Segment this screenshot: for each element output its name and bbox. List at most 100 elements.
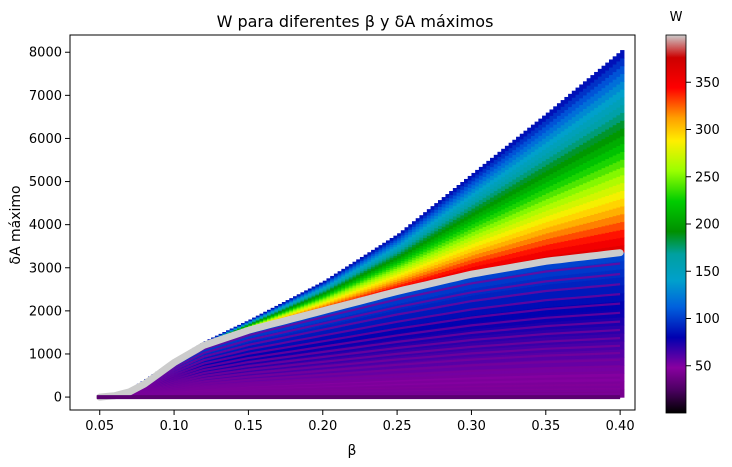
lower-region-cell: [404, 295, 409, 303]
upper-band-cell: [464, 234, 469, 240]
upper-band-cell: [512, 227, 517, 234]
lower-region-cell: [300, 330, 305, 336]
lower-region-cell: [240, 354, 246, 359]
upper-band-cell: [367, 257, 372, 261]
upper-band-cell: [497, 260, 502, 266]
upper-band-cell: [333, 280, 339, 283]
lower-region-cell: [486, 369, 491, 377]
plot-area: [96, 50, 625, 401]
upper-band-cell: [311, 306, 316, 309]
upper-band-cell: [423, 229, 428, 233]
lower-region-cell: [504, 304, 510, 312]
upper-band-cell: [400, 278, 406, 282]
upper-band-cell: [326, 281, 331, 284]
upper-band-cell: [281, 310, 287, 312]
lower-region-cell: [501, 382, 506, 391]
upper-band-cell: [352, 266, 357, 269]
upper-band-cell: [516, 251, 521, 258]
upper-band-cell: [490, 227, 495, 233]
lower-region-cell: [218, 356, 224, 360]
upper-band-cell: [374, 289, 380, 293]
lower-region-cell: [278, 347, 283, 353]
lower-region-cell: [467, 275, 473, 283]
lower-region-cell: [337, 377, 342, 383]
upper-band-cell: [233, 326, 238, 328]
upper-band-cell: [449, 191, 454, 196]
lower-region-cell: [475, 307, 480, 316]
upper-band-cell: [426, 249, 432, 254]
lower-region-cell: [504, 268, 510, 277]
upper-band-cell: [352, 280, 357, 284]
lower-region-cell: [478, 369, 484, 377]
upper-band-cell: [337, 272, 342, 275]
upper-band-cell: [404, 244, 409, 248]
upper-band-cell: [441, 255, 447, 260]
lower-region-cell: [211, 354, 216, 359]
upper-band-cell: [404, 239, 409, 243]
upper-band-cell: [501, 227, 506, 233]
upper-band-cell: [319, 283, 324, 286]
upper-band-cell: [348, 276, 354, 279]
lower-region-cell: [382, 374, 387, 381]
upper-band-cell: [322, 291, 328, 293]
upper-band-cell: [393, 268, 398, 272]
upper-band-cell: [345, 299, 350, 302]
upper-band-cell: [423, 251, 428, 256]
upper-band-cell: [415, 239, 421, 243]
lower-region-cell: [400, 367, 406, 375]
lower-region-cell: [490, 369, 495, 377]
lower-region-cell: [501, 276, 506, 284]
upper-band-cell: [363, 273, 368, 277]
upper-band-cell: [378, 256, 383, 260]
lower-region-cell: [449, 383, 454, 392]
upper-band-cell: [478, 228, 484, 233]
lower-region-cell: [293, 344, 298, 350]
upper-band-cell: [512, 247, 517, 254]
upper-band-cell: [508, 157, 513, 163]
upper-band-cell: [374, 266, 380, 270]
upper-band-cell: [471, 223, 476, 229]
upper-band-cell: [389, 274, 394, 277]
upper-band-cell: [441, 264, 447, 269]
lower-region-cell: [200, 350, 205, 354]
upper-band-cell: [374, 247, 380, 251]
upper-band-cell: [289, 298, 294, 300]
upper-band-cell: [475, 249, 480, 255]
upper-band-cell: [426, 217, 432, 222]
lower-region-cell: [352, 308, 357, 315]
upper-band-cell: [486, 233, 491, 239]
lower-region-cell: [240, 350, 246, 355]
upper-band-cell: [363, 265, 368, 268]
upper-band-cell: [352, 263, 357, 266]
upper-band-cell: [512, 232, 517, 239]
upper-band-cell: [389, 257, 394, 260]
upper-band-cell: [419, 220, 424, 224]
upper-band-cell: [341, 281, 346, 284]
lower-region-cell: [385, 374, 391, 381]
lower-region-cell: [315, 378, 320, 384]
upper-band-cell: [490, 262, 495, 268]
upper-band-cell: [389, 272, 394, 275]
upper-band-cell: [486, 224, 491, 230]
lower-region-cell: [378, 374, 383, 381]
upper-band-cell: [400, 281, 406, 285]
upper-band-cell: [356, 267, 361, 270]
upper-band-cell: [508, 147, 513, 153]
upper-band-cell: [278, 313, 283, 316]
upper-band-cell: [352, 282, 357, 285]
lower-region-cell: [508, 267, 513, 276]
lower-region-cell: [415, 305, 421, 313]
upper-band-cell: [486, 250, 491, 256]
lower-region-cell: [419, 304, 424, 312]
upper-band-cell: [501, 181, 506, 187]
upper-band-cell: [504, 178, 510, 185]
upper-band-cell: [504, 183, 510, 189]
lower-region-cell: [348, 329, 354, 336]
lower-region-cell: [330, 328, 335, 335]
upper-band-cell: [322, 302, 328, 305]
upper-band-cell: [356, 265, 361, 269]
lower-region-cell: [296, 335, 302, 341]
lower-region-cell: [490, 383, 495, 391]
upper-band-cell: [322, 284, 328, 286]
upper-band-cell: [300, 292, 305, 294]
